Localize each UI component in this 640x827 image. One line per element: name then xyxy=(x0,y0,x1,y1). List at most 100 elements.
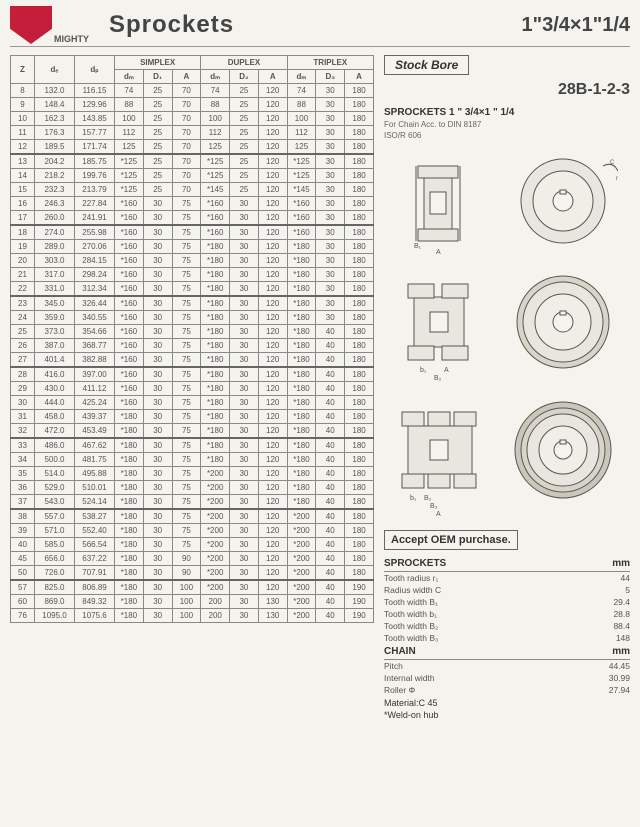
cell: *180 xyxy=(201,353,230,368)
cell: 70 xyxy=(172,154,201,169)
cell: *180 xyxy=(201,438,230,453)
th: A xyxy=(345,70,374,84)
cell: 18 xyxy=(11,225,35,240)
diagram-simplex: A B₁ C r₁ xyxy=(384,146,630,256)
cell: 232.3 xyxy=(35,183,75,197)
cell: 444.0 xyxy=(35,396,75,410)
cell: 23 xyxy=(11,296,35,311)
cell: 40 xyxy=(316,382,345,396)
cell: *180 xyxy=(287,495,316,510)
cell: 30 xyxy=(230,524,259,538)
cell: 30 xyxy=(316,240,345,254)
cell: 30 xyxy=(143,367,172,382)
cell: 30 xyxy=(230,467,259,481)
cell: 467.62 xyxy=(75,438,115,453)
cell: 200 xyxy=(201,609,230,623)
cell: *180 xyxy=(287,367,316,382)
cell: 284.15 xyxy=(75,254,115,268)
cell: 30 xyxy=(316,211,345,226)
cell: 200 xyxy=(201,595,230,609)
cell: 157.77 xyxy=(75,126,115,140)
cell: *160 xyxy=(115,268,144,282)
cell: *145 xyxy=(287,183,316,197)
cell: 75 xyxy=(172,225,201,240)
cell: 40 xyxy=(316,396,345,410)
cell: 368.77 xyxy=(75,339,115,353)
cell: 411.12 xyxy=(75,382,115,396)
cell: *125 xyxy=(115,169,144,183)
cell: *160 xyxy=(115,396,144,410)
cell: 120 xyxy=(258,225,287,240)
cell: 28 xyxy=(11,367,35,382)
cell: 34 xyxy=(11,453,35,467)
cell: 70 xyxy=(172,98,201,112)
cell: 30 xyxy=(316,311,345,325)
cell: 30 xyxy=(143,282,172,297)
cell: 75 xyxy=(172,211,201,226)
cell: 25 xyxy=(230,98,259,112)
cell: 180 xyxy=(345,396,374,410)
th-triplex: TRIPLEX xyxy=(287,56,373,70)
th: dₘ xyxy=(201,70,230,84)
cell: *180 xyxy=(287,339,316,353)
material-text: Material:C 45 xyxy=(384,698,630,708)
cell: 825.0 xyxy=(35,580,75,595)
cell: *200 xyxy=(287,580,316,595)
cell: 180 xyxy=(345,240,374,254)
cell: 30 xyxy=(143,311,172,325)
cell: 30 xyxy=(316,225,345,240)
cell: 25 xyxy=(143,154,172,169)
cell: 75 xyxy=(172,325,201,339)
cell: 30 xyxy=(230,552,259,566)
cell: 806.89 xyxy=(75,580,115,595)
cell: 543.0 xyxy=(35,495,75,510)
cell: 39 xyxy=(11,524,35,538)
cell: 190 xyxy=(345,609,374,623)
cell: 30 xyxy=(143,552,172,566)
cell: 180 xyxy=(345,84,374,98)
cell: 340.55 xyxy=(75,311,115,325)
cell: 331.0 xyxy=(35,282,75,297)
cell: *180 xyxy=(115,495,144,510)
cell: 180 xyxy=(345,296,374,311)
cell: 40 xyxy=(316,580,345,595)
cell: 120 xyxy=(258,197,287,211)
th: D₁ xyxy=(143,70,172,84)
cell: 74 xyxy=(201,84,230,98)
cell: 387.0 xyxy=(35,339,75,353)
cell: 1075.6 xyxy=(75,609,115,623)
cell: 11 xyxy=(11,126,35,140)
cell: 30 xyxy=(143,453,172,467)
cell: 50 xyxy=(11,566,35,581)
cell: *180 xyxy=(287,296,316,311)
spec-k: Tooth width B₃ xyxy=(384,632,567,644)
cell: 345.0 xyxy=(35,296,75,311)
cell: 148.4 xyxy=(35,98,75,112)
cell: *125 xyxy=(115,183,144,197)
cell: 30 xyxy=(143,339,172,353)
cell: 260.0 xyxy=(35,211,75,226)
cell: 180 xyxy=(345,353,374,368)
cell: *160 xyxy=(115,367,144,382)
cell: 30 xyxy=(230,197,259,211)
cell: *180 xyxy=(201,382,230,396)
cell: 430.0 xyxy=(35,382,75,396)
cell: 120 xyxy=(258,254,287,268)
cell: 180 xyxy=(345,424,374,439)
cell: 120 xyxy=(258,396,287,410)
cell: *160 xyxy=(115,240,144,254)
cell: *200 xyxy=(287,552,316,566)
cell: 373.0 xyxy=(35,325,75,339)
cell: 180 xyxy=(345,98,374,112)
cell: 120 xyxy=(258,509,287,524)
cell: 30 xyxy=(230,580,259,595)
cell: 19 xyxy=(11,240,35,254)
th: dₘ xyxy=(115,70,144,84)
cell: 100 xyxy=(287,112,316,126)
cell: 30 xyxy=(316,169,345,183)
cell: 30 xyxy=(143,467,172,481)
cell: 112 xyxy=(287,126,316,140)
cell: 486.0 xyxy=(35,438,75,453)
cell: 481.75 xyxy=(75,453,115,467)
cell: *180 xyxy=(201,325,230,339)
